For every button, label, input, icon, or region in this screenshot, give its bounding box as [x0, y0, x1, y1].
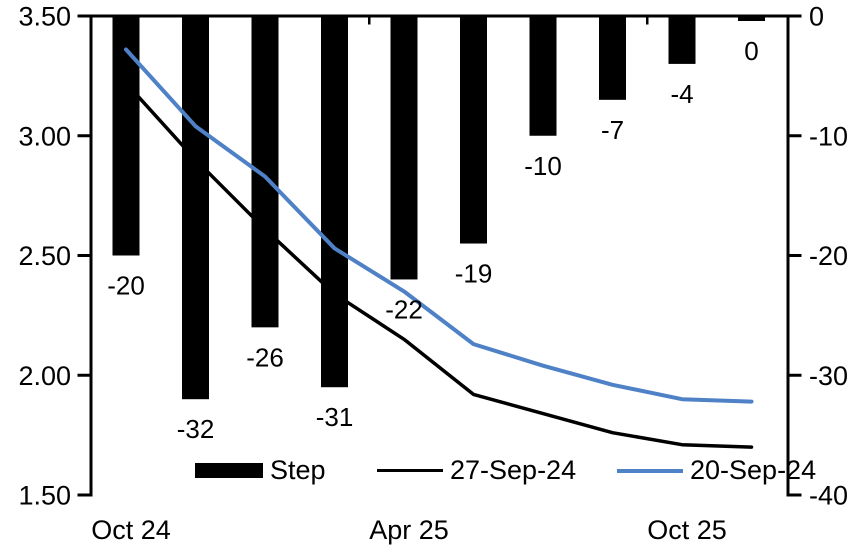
right-axis-tick-label: -10 — [809, 121, 848, 151]
line-series-group — [124, 47, 754, 449]
bar-data-label: -4 — [670, 79, 693, 109]
x-axis-label: Apr 25 — [369, 515, 449, 545]
bar-data-label: -22 — [385, 294, 423, 324]
legend-label-20-sep-24: 20-Sep-24 — [690, 455, 817, 485]
bar-data-label: -26 — [246, 342, 284, 372]
right-axis-tick-label: -30 — [809, 361, 848, 391]
bar — [390, 16, 418, 280]
line-27-sep-24-swatch — [377, 468, 443, 473]
bar-data-labels-group: -20 -32 -26 -31 -22 -19 -10 -7 -4 0 — [107, 36, 759, 444]
line-20-sep-24-swatch — [617, 468, 683, 473]
bar-data-label: -10 — [524, 151, 562, 181]
bar — [738, 16, 765, 21]
bar-data-label: -20 — [107, 271, 145, 301]
bar — [460, 16, 487, 244]
right-axis-tick-label: 0 — [809, 2, 824, 32]
left-axis-tick-label: 2.50 — [18, 241, 71, 271]
right-axis-tick-label: -20 — [809, 241, 848, 271]
bar — [668, 16, 696, 64]
bar — [112, 16, 140, 256]
right-axis-tick-label: -40 — [809, 481, 848, 511]
x-axis-label: Oct 25 — [647, 515, 727, 545]
left-axis-tick-label: 2.00 — [18, 361, 71, 391]
line-20-sep-24 — [124, 47, 754, 404]
bar-data-label: 0 — [744, 36, 758, 66]
x-axis-label: Oct 24 — [91, 515, 171, 545]
bar-data-label: -7 — [601, 115, 624, 145]
bar — [529, 16, 557, 136]
bar-data-label: -31 — [316, 402, 354, 432]
legend-item-27-sep-24: 27-Sep-24 — [377, 455, 577, 485]
left-axis-tick-label: 1.50 — [18, 481, 71, 511]
left-axis-tick-label: 3.00 — [18, 121, 71, 151]
bar-data-label: -32 — [177, 414, 215, 444]
left-axis-tick-label: 3.50 — [18, 2, 71, 32]
line-27-sep-24 — [124, 81, 754, 449]
step-bar-swatch — [195, 463, 263, 478]
bar-series-group — [112, 16, 765, 400]
bar — [599, 16, 626, 100]
legend-label-step: Step — [270, 455, 326, 485]
bar — [182, 16, 209, 400]
legend-item-20-sep-24: 20-Sep-24 — [617, 455, 817, 485]
bar — [321, 16, 348, 388]
legend-item-step: Step — [195, 455, 326, 485]
legend-label-27-sep-24: 27-Sep-24 — [450, 455, 577, 485]
bar-data-label: -19 — [455, 259, 493, 289]
tick-marks-group — [77, 14, 802, 497]
